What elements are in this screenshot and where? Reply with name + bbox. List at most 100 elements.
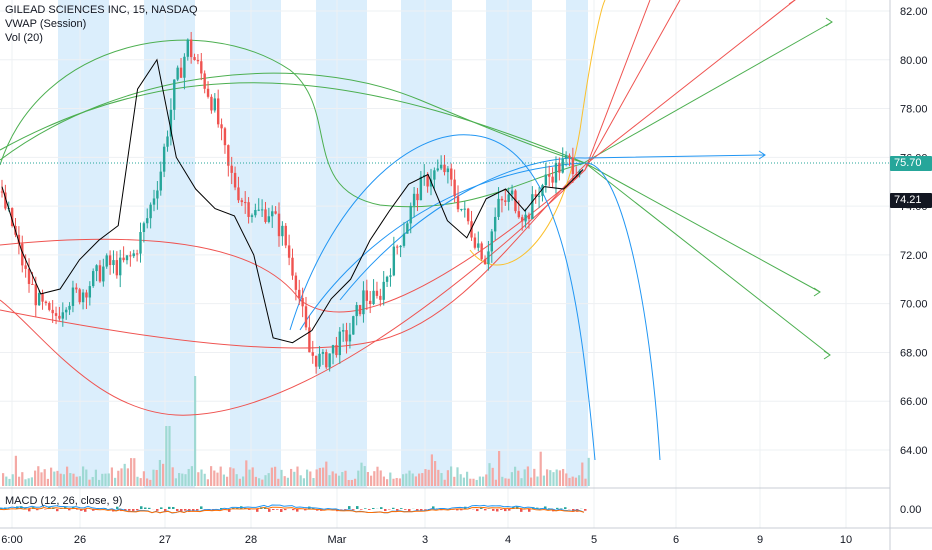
- volume-bar: [258, 478, 261, 486]
- candle-body: [257, 209, 260, 211]
- macd-tick-label: 0.00: [900, 504, 921, 516]
- volume-bar: [126, 468, 129, 486]
- candle-body: [396, 246, 399, 248]
- macd-histogram-bar: [400, 508, 403, 509]
- volume-bar: [171, 467, 174, 486]
- volume-bar: [149, 479, 152, 486]
- macd-histogram-bar: [360, 509, 363, 510]
- candle-body: [382, 281, 385, 300]
- macd-histogram-bar: [184, 509, 187, 511]
- price-tick-label: 70.00: [900, 299, 928, 311]
- candle-body: [179, 67, 183, 78]
- candle-body: [281, 225, 284, 237]
- candle-body: [379, 295, 382, 300]
- drawing-curve[interactable]: [0, 0, 796, 349]
- candle-body: [98, 265, 102, 282]
- volume-bar: [526, 466, 529, 486]
- candle-body: [51, 309, 54, 314]
- volume-bar: [546, 469, 549, 486]
- volume-bar: [162, 463, 165, 486]
- drawing-curve[interactable]: [289, 134, 596, 461]
- candle-body: [554, 162, 558, 183]
- macd-histogram-bar: [92, 509, 95, 511]
- candle-body: [254, 210, 257, 216]
- candle-body: [146, 218, 149, 224]
- volume-bar: [360, 462, 363, 486]
- candle-body: [0, 191, 4, 193]
- macd-histogram-bar: [496, 509, 499, 512]
- volume-bar: [389, 472, 392, 486]
- drawing-curve[interactable]: [469, 0, 606, 266]
- macd-histogram-bar: [564, 507, 567, 509]
- macd-histogram-bar: [76, 509, 79, 510]
- macd-histogram-bar: [140, 506, 143, 509]
- volume-bar: [114, 477, 117, 486]
- drawing-curve[interactable]: [0, 39, 586, 208]
- volume-bar: [232, 468, 235, 486]
- volume-bar: [437, 469, 440, 486]
- volume-bar: [91, 476, 94, 486]
- candle-body: [531, 194, 534, 220]
- volume-legend[interactable]: Vol (20): [5, 32, 43, 44]
- volume-bar: [85, 469, 88, 486]
- symbol-title[interactable]: GILEAD SCIENCES INC, 15, NASDAQ: [5, 4, 198, 16]
- volume-bar: [235, 474, 238, 486]
- volume-bar: [552, 472, 555, 486]
- volume-bar: [386, 479, 389, 486]
- vwap-legend[interactable]: VWAP (Session): [5, 18, 87, 30]
- candle-body: [429, 179, 433, 187]
- volume-bar: [392, 478, 395, 486]
- volume-bar: [331, 471, 334, 486]
- volume-bar: [2, 473, 5, 486]
- candle-body: [284, 225, 287, 246]
- price-axis-labels[interactable]: 82.0080.0078.0076.0074.0072.0070.0068.00…: [900, 6, 928, 516]
- candle-body: [304, 306, 308, 328]
- volume-bar: [139, 478, 142, 486]
- candle-body: [287, 245, 291, 258]
- grid-lines: [0, 0, 890, 528]
- candle-body: [473, 237, 477, 248]
- volume-bar: [30, 477, 33, 486]
- volume-bar: [334, 473, 337, 486]
- volume-bar: [136, 476, 139, 486]
- macd-legend[interactable]: MACD (12, 26, close, 9): [5, 495, 123, 507]
- candle-body: [220, 124, 223, 129]
- candle-body: [358, 305, 362, 315]
- candle-body: [450, 168, 453, 180]
- macd-histogram-bar: [228, 509, 231, 512]
- volume-bar: [312, 478, 315, 486]
- macd-histogram-bar: [116, 506, 119, 509]
- volume-bar: [411, 473, 414, 486]
- volume-bar: [565, 473, 568, 486]
- candle-body: [527, 214, 531, 220]
- volume-bar: [21, 472, 24, 486]
- signal-line: [0, 506, 585, 514]
- candle-body: [237, 187, 240, 201]
- candle-body: [240, 200, 244, 203]
- candle-body: [78, 289, 81, 303]
- macd-histogram-bar: [304, 509, 307, 511]
- candle-body: [81, 292, 85, 303]
- drawing-curve[interactable]: [579, 21, 833, 166]
- time-axis-labels[interactable]: 6:00 26 27 28 Mar 3 4 5 6 9 10: [1, 534, 852, 546]
- macd-line: [0, 504, 585, 514]
- macd-histogram-bar: [500, 509, 503, 510]
- macd-histogram-bar: [408, 509, 411, 512]
- macd-histogram-bar: [168, 506, 171, 509]
- candle-body: [10, 208, 14, 226]
- candle-body: [233, 172, 237, 188]
- candle-body: [446, 168, 450, 173]
- candle-body: [456, 196, 460, 210]
- macd-histogram-bar: [272, 509, 275, 511]
- drawing-curve[interactable]: [0, 82, 831, 356]
- drawing-curve[interactable]: [0, 72, 821, 293]
- drawing-curve[interactable]: [339, 154, 766, 301]
- volume-bar: [350, 479, 353, 486]
- macd-histogram-bar: [156, 509, 159, 511]
- candle-body: [311, 352, 314, 356]
- candle-body: [149, 204, 152, 219]
- candle-body: [493, 216, 497, 232]
- candle-body: [426, 175, 429, 187]
- volume-bar: [315, 469, 318, 486]
